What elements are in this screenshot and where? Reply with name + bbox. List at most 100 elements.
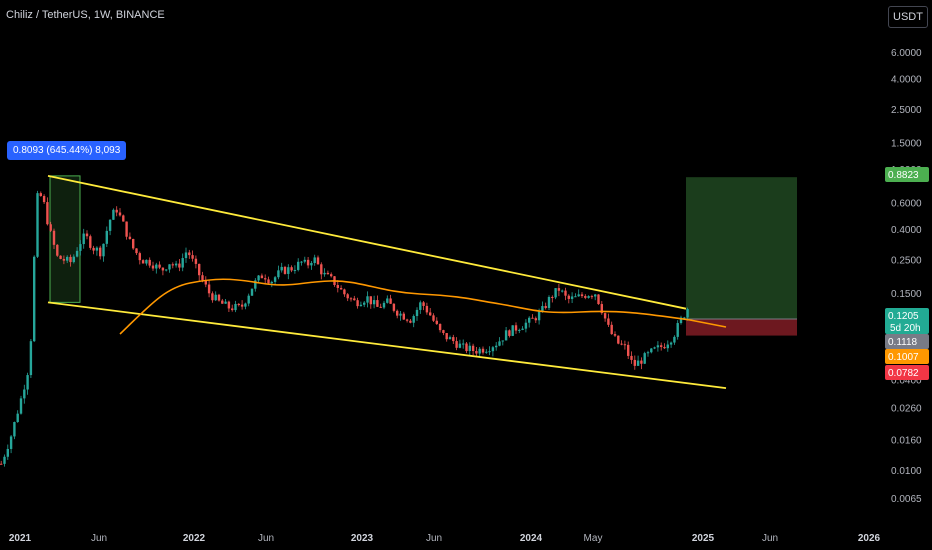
candle-body bbox=[590, 296, 594, 298]
candle-body bbox=[488, 351, 491, 353]
candle-body bbox=[577, 294, 580, 297]
candle-body bbox=[445, 333, 448, 340]
y-tick-label: 0.0100 bbox=[891, 466, 922, 477]
x-tick-label: 2023 bbox=[351, 533, 374, 544]
candle-body bbox=[442, 330, 445, 334]
candle-body bbox=[267, 279, 270, 284]
candle-body bbox=[300, 261, 303, 263]
price-label-box bbox=[885, 334, 929, 349]
candle-body bbox=[356, 300, 359, 307]
candle-body bbox=[511, 325, 514, 336]
x-tick-label: Jun bbox=[426, 533, 442, 544]
candle-body bbox=[376, 300, 379, 307]
candle-body bbox=[683, 317, 686, 319]
candle-body bbox=[320, 264, 323, 275]
candle-body bbox=[528, 317, 531, 323]
y-tick-label: 1.5000 bbox=[891, 139, 922, 150]
long-position-target-zone[interactable] bbox=[686, 177, 797, 320]
candle-body bbox=[603, 313, 607, 319]
candle-body bbox=[297, 261, 300, 270]
candle-body bbox=[653, 347, 656, 349]
candle-body bbox=[481, 348, 485, 353]
candle-body bbox=[551, 296, 554, 298]
candle-body bbox=[399, 313, 402, 316]
candle-body bbox=[339, 287, 343, 290]
x-tick-label: 2026 bbox=[858, 533, 881, 544]
price-label-value: 0.1118 bbox=[888, 337, 918, 348]
measure-tooltip: 0.8093 (645.44%) 8,093 bbox=[7, 141, 127, 160]
candle-body bbox=[260, 275, 264, 279]
candle-body bbox=[669, 342, 673, 345]
candle-body bbox=[207, 284, 211, 294]
candle-body bbox=[382, 302, 386, 308]
candle-body bbox=[537, 311, 541, 321]
candle-body bbox=[336, 285, 339, 288]
candle-body bbox=[224, 301, 227, 304]
candle-body bbox=[432, 315, 435, 321]
candle-body bbox=[570, 296, 574, 299]
candle-body bbox=[630, 355, 633, 360]
candle-body bbox=[617, 335, 620, 344]
candle-body bbox=[290, 267, 293, 271]
candle-body bbox=[59, 255, 62, 259]
candle-body bbox=[587, 296, 590, 298]
candle-body bbox=[118, 212, 122, 216]
candle-body bbox=[52, 230, 56, 245]
candle-body bbox=[283, 266, 287, 274]
candle-body bbox=[181, 258, 184, 268]
candle-body bbox=[85, 233, 89, 237]
candle-body bbox=[498, 341, 501, 346]
y-tick-label: 0.1500 bbox=[891, 289, 922, 300]
candle-body bbox=[303, 259, 306, 262]
candle-body bbox=[405, 319, 409, 321]
candle-body bbox=[409, 320, 412, 323]
currency-selector[interactable]: USDT bbox=[888, 6, 928, 28]
candle-body bbox=[277, 270, 280, 278]
y-tick-label: 0.0260 bbox=[891, 404, 922, 415]
upper-trendline[interactable] bbox=[47, 175, 687, 310]
candle-body bbox=[495, 345, 498, 348]
candle-body bbox=[679, 317, 683, 324]
candle-body bbox=[201, 275, 204, 281]
candle-body bbox=[69, 256, 72, 263]
candle-body bbox=[448, 337, 452, 340]
candle-body bbox=[46, 202, 49, 225]
y-tick-label: 0.6000 bbox=[891, 198, 922, 209]
candle-body bbox=[42, 196, 46, 203]
price-label-countdown: 5d 20h bbox=[890, 323, 921, 334]
long-position-stop-zone[interactable] bbox=[686, 319, 797, 336]
x-tick-label: Jun bbox=[762, 533, 778, 544]
candle-body bbox=[158, 264, 161, 268]
candle-body bbox=[56, 244, 59, 256]
candle-body bbox=[402, 313, 405, 320]
price-label-value: 0.1205 bbox=[888, 311, 919, 322]
candle-body bbox=[310, 262, 313, 266]
candle-body bbox=[23, 389, 26, 399]
candle-body bbox=[161, 267, 165, 271]
candle-body bbox=[168, 264, 171, 270]
candle-body bbox=[3, 456, 6, 464]
candle-body bbox=[95, 247, 99, 251]
candle-body bbox=[392, 303, 396, 311]
candle-body bbox=[636, 360, 640, 366]
candle-body bbox=[171, 264, 174, 266]
candle-body bbox=[231, 308, 234, 311]
candle-body bbox=[227, 301, 231, 309]
candle-body bbox=[138, 253, 141, 261]
candle-body bbox=[584, 296, 587, 298]
candle-body bbox=[458, 343, 462, 348]
candle-body bbox=[646, 352, 650, 354]
candle-body bbox=[610, 324, 613, 335]
candle-body bbox=[323, 272, 326, 275]
candle-body bbox=[686, 309, 689, 318]
candle-body bbox=[72, 256, 75, 263]
candle-body bbox=[211, 293, 214, 301]
x-tick-label: Jun bbox=[258, 533, 274, 544]
candle-body bbox=[656, 345, 660, 348]
lower-trendline[interactable] bbox=[47, 301, 727, 390]
candle-body bbox=[435, 320, 438, 324]
candle-body bbox=[468, 345, 471, 352]
candle-body bbox=[293, 269, 297, 271]
candle-body bbox=[455, 341, 458, 348]
